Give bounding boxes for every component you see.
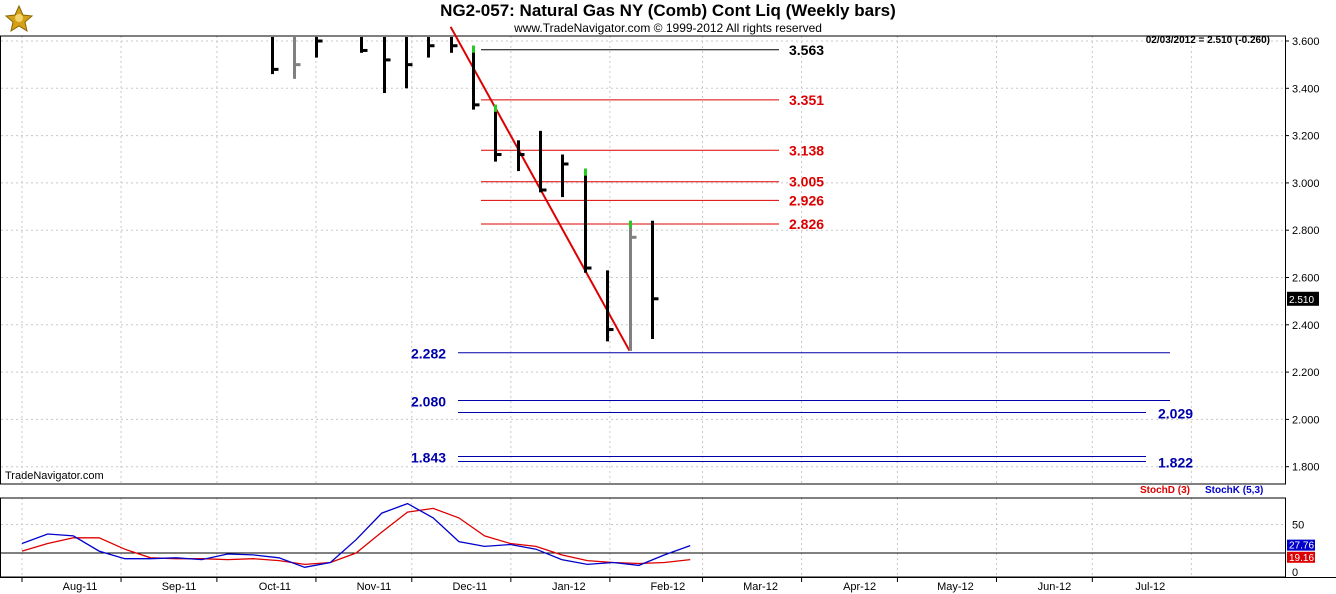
resistance-label: 2.926 xyxy=(789,192,824,208)
resistance-label: 3.351 xyxy=(789,92,824,108)
resistance-label: 3.138 xyxy=(789,142,824,158)
last-price-tag xyxy=(1287,291,1319,306)
stoch-k-line xyxy=(21,502,691,568)
resistance-label: 3.563 xyxy=(789,42,824,58)
stoch-tick-label: 0 xyxy=(1292,567,1298,579)
time-tick-label: Oct-11 xyxy=(259,581,291,593)
price-tick-label: 2.400 xyxy=(1292,320,1320,332)
legend-stoch-d: StochD (3) xyxy=(1140,485,1190,496)
stoch-k-value-tag xyxy=(1287,539,1315,551)
fib-levels: 3.563 3.351 3.138 3.005 2.926 2.826 2.282 2.080… xyxy=(411,42,1193,471)
price-tick-label: 2.200 xyxy=(1292,367,1320,379)
time-tick-label: Feb-12 xyxy=(650,581,685,593)
support-label: 1.822 xyxy=(1158,454,1193,470)
stoch-k-value: 27.76 xyxy=(1289,541,1314,552)
price-tick-label: 3.000 xyxy=(1292,178,1320,190)
stoch-d-line xyxy=(21,507,691,566)
stoch-tick-label: 50 xyxy=(1292,520,1304,532)
chart-frame xyxy=(0,35,1336,578)
resistance-label: 2.826 xyxy=(789,216,824,232)
support-label: 2.080 xyxy=(411,393,446,409)
stochastic-lines xyxy=(21,502,691,568)
support-label: 2.029 xyxy=(1158,406,1193,422)
price-tick-label: 3.600 xyxy=(1292,36,1320,48)
chart-title: NG2-057: Natural Gas NY (Comb) Cont Liq … xyxy=(440,1,896,20)
price-tick-label: 3.400 xyxy=(1292,83,1320,95)
support-label: 1.843 xyxy=(411,450,446,466)
price-tick-label: 1.800 xyxy=(1292,462,1320,474)
resistance-label: 3.005 xyxy=(789,174,824,190)
time-tick-label: Sep-11 xyxy=(162,581,197,593)
time-tick-label: Jan-12 xyxy=(552,581,586,593)
time-tick-label: Aug-11 xyxy=(63,581,98,593)
time-tick-label: Dec-11 xyxy=(452,581,487,593)
legend-stoch-k: StochK (5,3) xyxy=(1205,485,1264,496)
time-tick-label: Jun-12 xyxy=(1038,581,1072,593)
price-readout: 02/03/2012 = 2.510 (-0.260) xyxy=(1145,35,1270,46)
copyright-text: www.TradeNavigator.com © 1999-2012 All r… xyxy=(514,21,822,35)
time-tick-label: May-12 xyxy=(937,581,974,593)
price-grid xyxy=(1,36,1285,484)
last-price-label: 2.510 xyxy=(1289,295,1314,306)
time-tick-label: Mar-12 xyxy=(743,581,778,593)
price-tick-label: 2.600 xyxy=(1292,273,1320,285)
trade-navigator-logo-icon xyxy=(4,3,34,33)
stoch-d-value: 19.16 xyxy=(1289,553,1314,564)
ohlc-bars xyxy=(271,37,659,351)
price-tick-label: 2.800 xyxy=(1292,225,1320,237)
time-tick-label: Apr-12 xyxy=(843,581,876,593)
price-pane-frame xyxy=(0,35,1286,485)
price-tick-label: 3.200 xyxy=(1292,131,1320,143)
stoch-d-value-tag xyxy=(1287,551,1315,563)
stoch-grid xyxy=(1,498,1285,577)
axes: 3.600 3.400 3.200 3.000 2.800 2.600 2.400 2.200… xyxy=(21,36,1320,593)
watermark: TradeNavigator.com xyxy=(5,470,104,482)
time-tick-label: Nov-11 xyxy=(357,581,392,593)
price-tick-label: 2.000 xyxy=(1292,414,1320,426)
support-label: 2.282 xyxy=(411,346,446,362)
time-tick-label: Jul-12 xyxy=(1135,581,1165,593)
